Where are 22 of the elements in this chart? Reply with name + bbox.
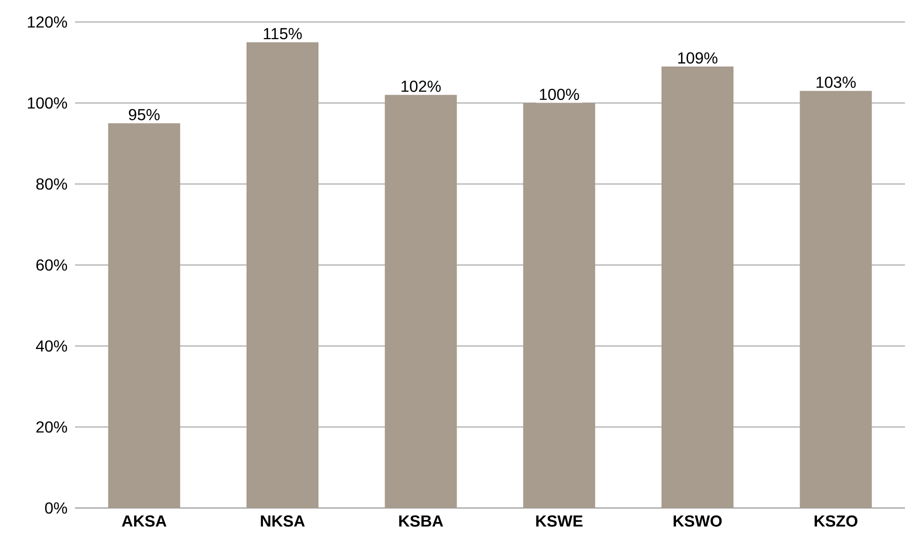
y-tick-label: 80% [36,178,68,190]
bar [384,94,457,508]
data-label: 95% [128,108,160,120]
data-label: 100% [540,88,580,100]
x-tick-label: KSWO [674,515,722,527]
data-label: 115% [264,28,302,40]
y-tick-label: 20% [36,421,68,433]
x-tick-label: KSWE [536,515,583,527]
data-label: 102% [402,80,441,92]
x-tick-label: NKSA [260,515,305,527]
y-tick-label: 100% [28,97,68,109]
y-tick-label: 60% [36,259,68,271]
x-tick-label: KSZO [814,515,858,527]
y-tick-label: 120% [28,16,68,28]
x-tick-label: KSBA [399,515,444,527]
bar [800,90,872,508]
data-label: 109% [678,52,718,64]
data-label: 103% [816,76,856,88]
y-tick-label: 0% [45,502,68,514]
y-tick-label: 40% [36,340,68,352]
x-tick-label: AKSA [122,515,166,527]
bar [523,103,596,508]
